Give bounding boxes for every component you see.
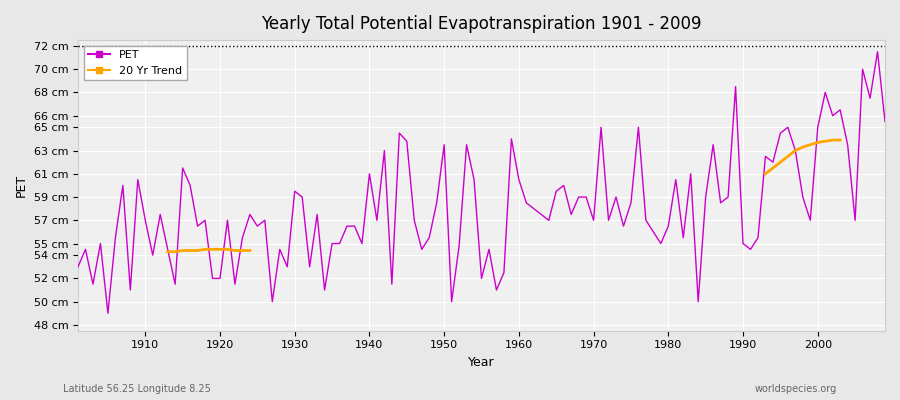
Text: Latitude 56.25 Longitude 8.25: Latitude 56.25 Longitude 8.25	[63, 384, 211, 394]
Y-axis label: PET: PET	[15, 174, 28, 197]
Text: worldspecies.org: worldspecies.org	[755, 384, 837, 394]
X-axis label: Year: Year	[468, 356, 495, 369]
Title: Yearly Total Potential Evapotranspiration 1901 - 2009: Yearly Total Potential Evapotranspiratio…	[261, 15, 702, 33]
Legend: PET, 20 Yr Trend: PET, 20 Yr Trend	[84, 46, 186, 80]
